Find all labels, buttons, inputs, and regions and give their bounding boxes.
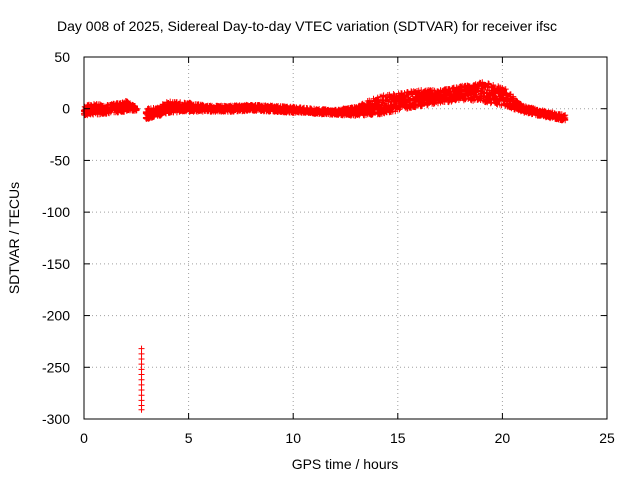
x-tick-label: 20 bbox=[495, 430, 511, 446]
outlier-point bbox=[138, 356, 145, 363]
y-tick-label: -250 bbox=[42, 359, 70, 375]
y-tick-label: 50 bbox=[54, 49, 70, 65]
y-tick-label: -200 bbox=[42, 308, 70, 324]
outlier-point bbox=[138, 381, 145, 388]
y-tick-label: -150 bbox=[42, 256, 70, 272]
outlier-point bbox=[138, 406, 145, 413]
y-tick-label: -50 bbox=[50, 152, 70, 168]
outlier-point bbox=[138, 397, 145, 404]
series-band-markers bbox=[81, 79, 569, 124]
outlier-point bbox=[138, 366, 145, 373]
outlier-point bbox=[138, 392, 145, 399]
ticks: 0 5 10 15 20 25 -300 -250 -200 -150 -100 -50 0 50 bbox=[42, 49, 615, 446]
y-tick-label: 0 bbox=[62, 101, 70, 117]
data-layer bbox=[81, 79, 569, 413]
outlier-point bbox=[138, 345, 145, 352]
y-tick-label: -100 bbox=[42, 204, 70, 220]
outlier-point bbox=[138, 361, 145, 368]
plot-frame bbox=[83, 56, 608, 420]
chart-title: Day 008 of 2025, Sidereal Day-to-day VTE… bbox=[57, 18, 557, 34]
x-tick-label: 10 bbox=[285, 430, 301, 446]
grid bbox=[84, 57, 607, 419]
outlier-point bbox=[138, 376, 145, 383]
outlier-point bbox=[138, 371, 145, 378]
y-axis-label: SDTVAR / TECUs bbox=[6, 182, 22, 294]
x-axis-label: GPS time / hours bbox=[292, 456, 399, 472]
outlier-point bbox=[138, 350, 145, 357]
x-tick-label: 15 bbox=[390, 430, 406, 446]
outlier-point bbox=[138, 387, 145, 394]
x-tick-label: 0 bbox=[80, 430, 88, 446]
x-tick-label: 5 bbox=[185, 430, 193, 446]
x-tick-label: 25 bbox=[599, 430, 615, 446]
y-tick-label: -300 bbox=[42, 411, 70, 427]
